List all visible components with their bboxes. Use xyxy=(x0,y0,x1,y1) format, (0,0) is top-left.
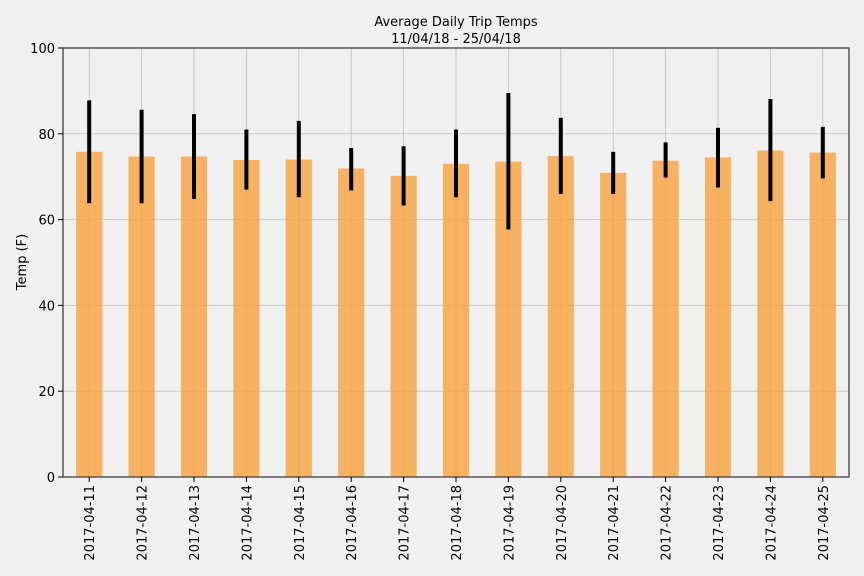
x-tick-label: 2017-04-22 xyxy=(660,485,675,561)
bar-2017-04-24 xyxy=(757,150,784,477)
bar-2017-04-11 xyxy=(76,151,103,477)
x-tick-label: 2017-04-16 xyxy=(345,485,360,561)
x-tick-label: 2017-04-25 xyxy=(817,485,832,561)
x-tick-label: 2017-04-23 xyxy=(712,485,727,561)
y-tick-label: 80 xyxy=(38,128,55,143)
bars xyxy=(76,150,836,478)
bar-2017-04-13 xyxy=(180,156,208,478)
y-axis-label: Temp (F) xyxy=(15,234,30,291)
error-bars xyxy=(87,93,825,230)
chart-title: Average Daily Trip Temps xyxy=(374,15,538,30)
bar-2017-04-25 xyxy=(809,152,836,477)
y-axis-ticks: 0 20 40 60 80 100 xyxy=(30,42,63,486)
x-tick-label: 2017-04-15 xyxy=(293,485,308,561)
bar-2017-04-22 xyxy=(652,160,679,477)
y-tick-label: 0 xyxy=(47,471,55,486)
y-tick-label: 20 xyxy=(38,385,55,400)
bar-2017-04-21 xyxy=(600,172,627,478)
y-tick-label: 100 xyxy=(30,42,55,57)
y-tick-label: 40 xyxy=(38,299,55,314)
x-tick-label: 2017-04-14 xyxy=(240,485,255,561)
x-axis-ticks: 2017-04-11 2017-04-12 2017-04-13 2017-04-14… xyxy=(83,477,832,561)
bar-2017-04-18 xyxy=(442,163,470,477)
x-tick-label: 2017-04-12 xyxy=(136,485,151,561)
x-tick-label: 2017-04-19 xyxy=(502,485,517,561)
bar-2017-04-15 xyxy=(285,159,312,478)
bar-2017-04-20 xyxy=(547,156,574,477)
chart-subtitle: 11/04/18 - 25/04/18 xyxy=(391,32,521,47)
x-tick-label: 2017-04-24 xyxy=(764,485,779,561)
x-tick-label: 2017-04-17 xyxy=(398,485,413,561)
y-tick-label: 60 xyxy=(38,214,55,229)
bar-2017-04-12 xyxy=(128,156,155,478)
x-tick-label: 2017-04-20 xyxy=(555,485,570,561)
bar-2017-04-17 xyxy=(390,175,417,478)
bar-2017-04-16 xyxy=(338,168,365,477)
x-tick-label: 2017-04-18 xyxy=(450,485,465,561)
bar-2017-04-14 xyxy=(233,159,260,477)
bar-2017-04-23 xyxy=(704,157,732,477)
x-tick-label: 2017-04-21 xyxy=(607,485,622,561)
x-tick-label: 2017-04-13 xyxy=(188,485,203,561)
x-tick-label: 2017-04-11 xyxy=(83,485,98,561)
